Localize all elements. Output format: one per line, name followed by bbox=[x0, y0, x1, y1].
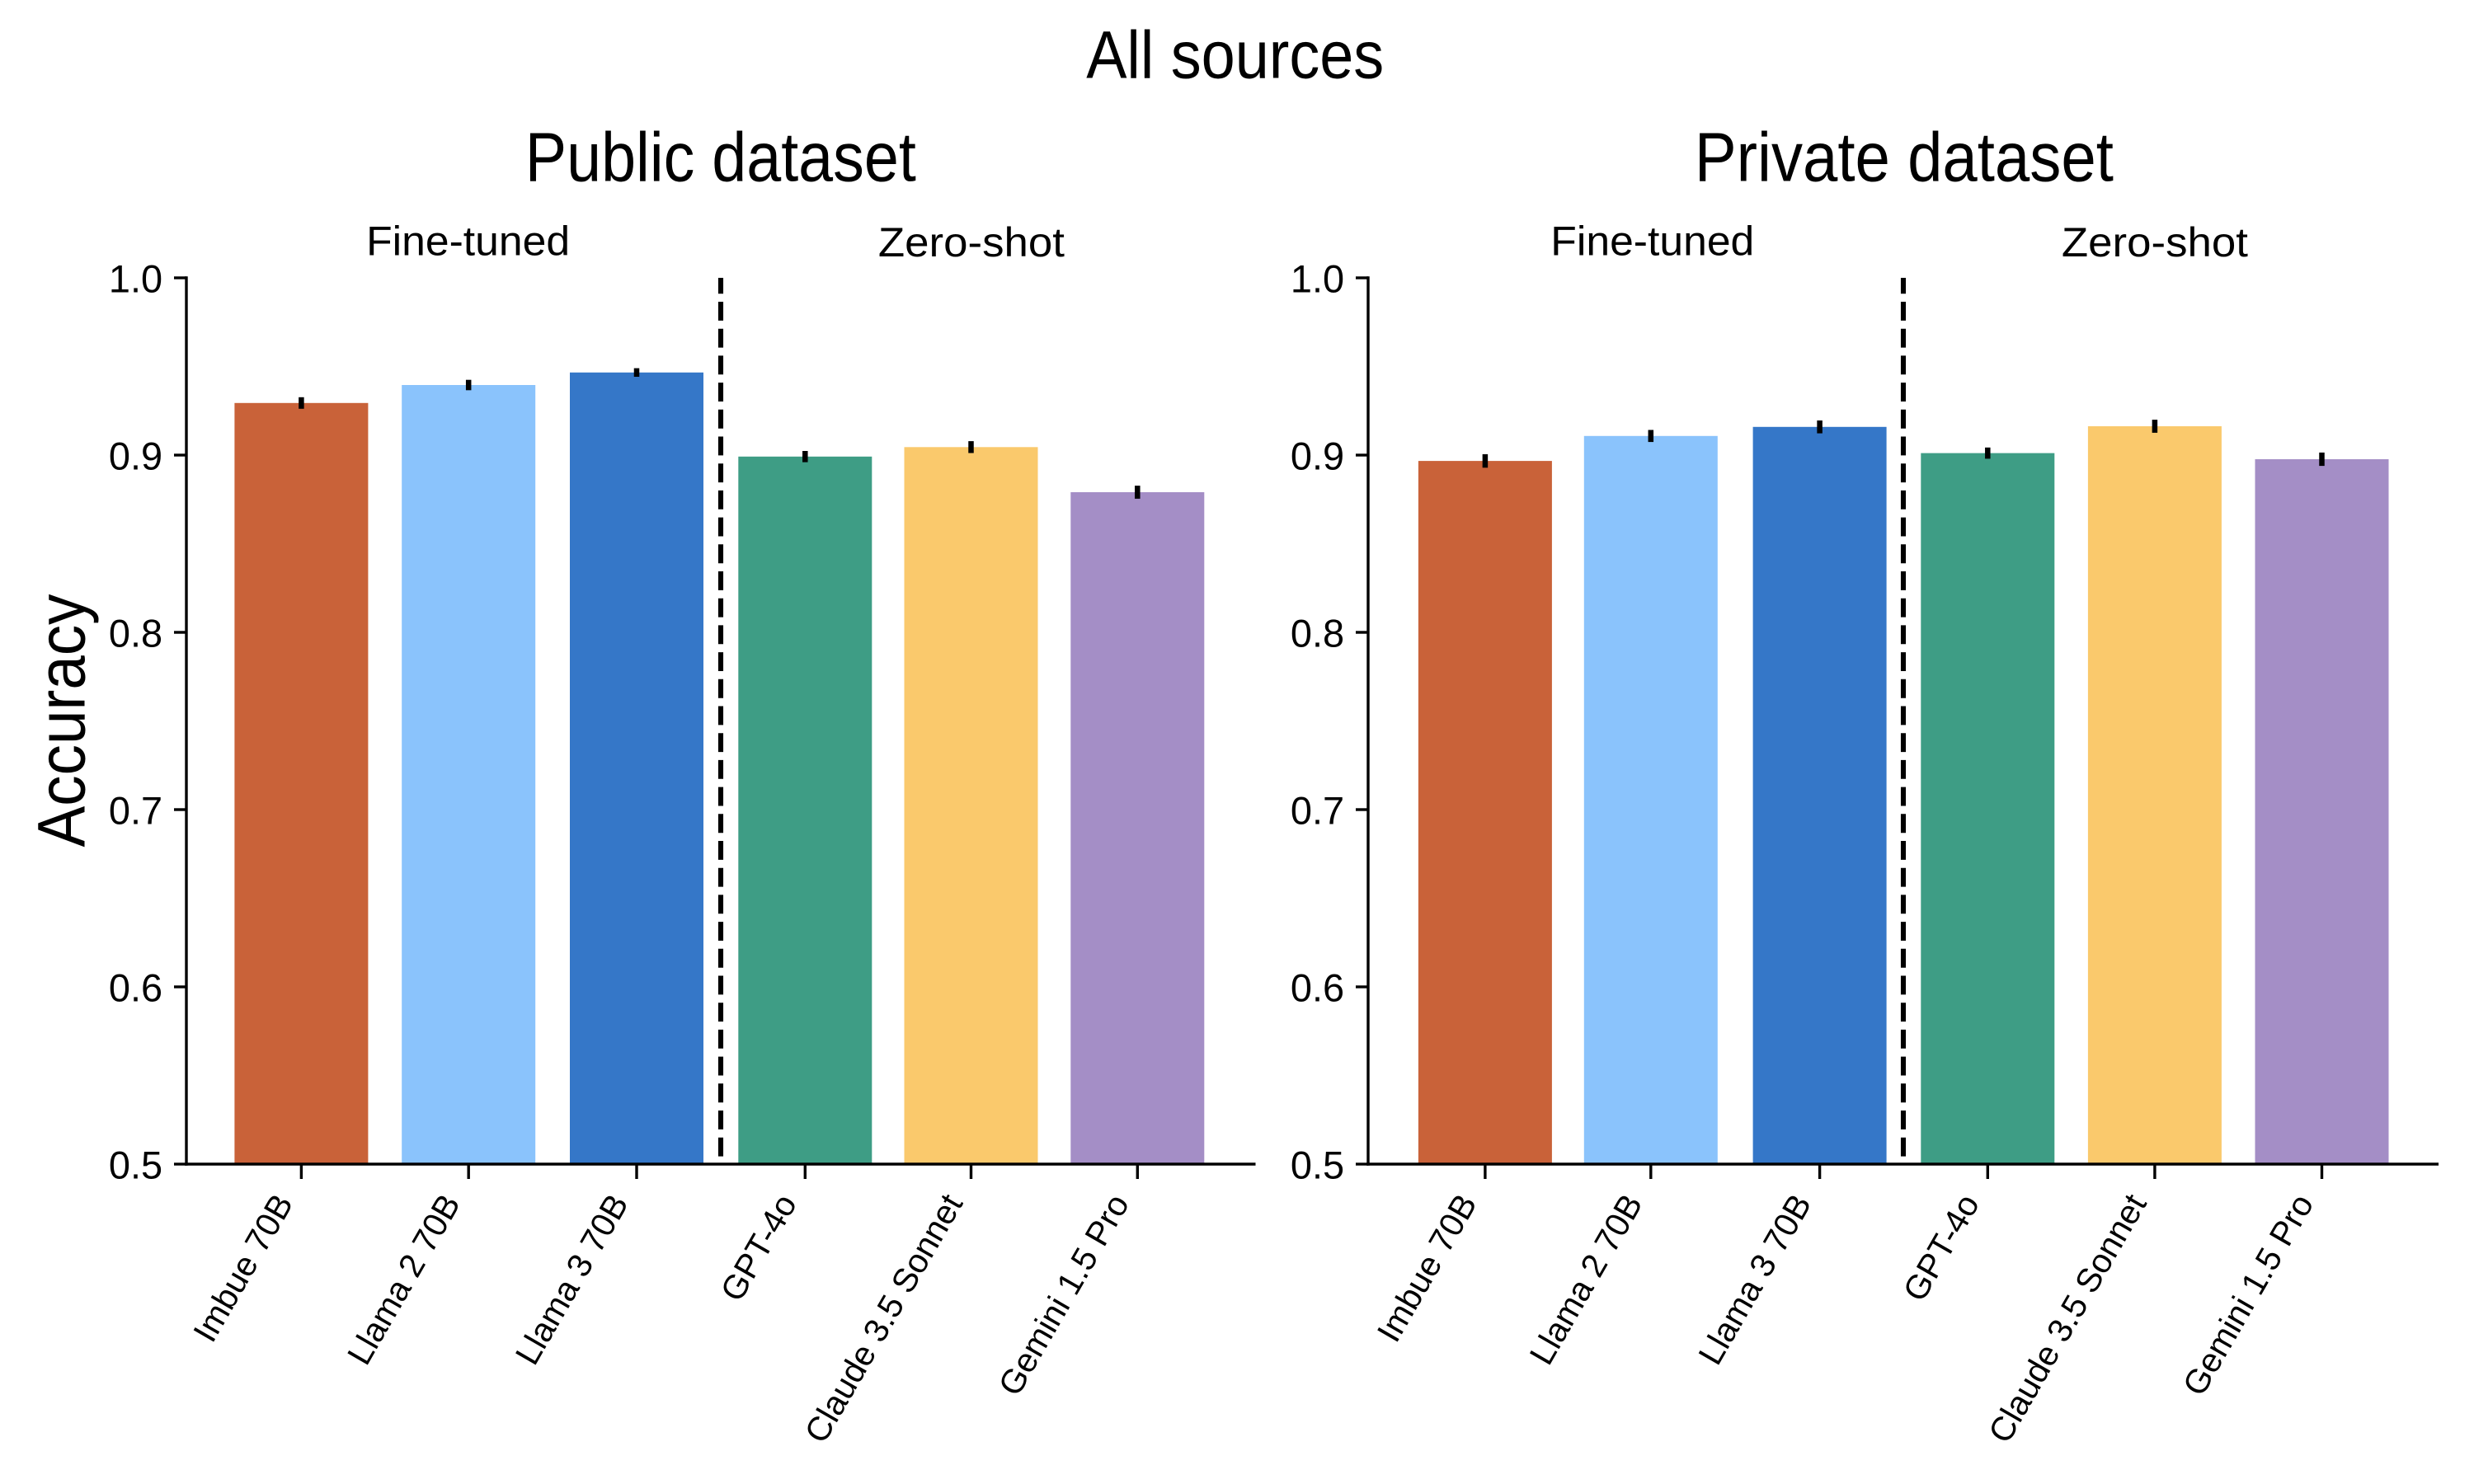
svg-text:Accuracy: Accuracy bbox=[24, 594, 99, 848]
svg-text:0.6: 0.6 bbox=[1291, 967, 1344, 1010]
svg-text:0.7: 0.7 bbox=[109, 790, 162, 833]
svg-text:1.0: 1.0 bbox=[109, 258, 162, 301]
svg-text:0.9: 0.9 bbox=[109, 435, 162, 478]
svg-text:Public dataset: Public dataset bbox=[525, 119, 916, 196]
svg-text:All sources: All sources bbox=[1086, 18, 1384, 93]
svg-text:Zero-shot: Zero-shot bbox=[2062, 219, 2248, 265]
svg-text:0.6: 0.6 bbox=[109, 967, 162, 1010]
svg-text:0.5: 0.5 bbox=[1291, 1144, 1344, 1187]
svg-text:1.0: 1.0 bbox=[1291, 258, 1344, 301]
svg-text:0.7: 0.7 bbox=[1291, 790, 1344, 833]
svg-text:Fine-tuned: Fine-tuned bbox=[366, 218, 570, 265]
svg-text:Private dataset: Private dataset bbox=[1695, 119, 2114, 196]
svg-text:0.8: 0.8 bbox=[1291, 613, 1344, 655]
svg-text:Fine-tuned: Fine-tuned bbox=[1550, 218, 1754, 265]
svg-text:Zero-shot: Zero-shot bbox=[878, 219, 1065, 265]
svg-text:0.8: 0.8 bbox=[109, 613, 162, 655]
svg-text:0.5: 0.5 bbox=[109, 1144, 162, 1187]
svg-text:0.9: 0.9 bbox=[1291, 435, 1344, 478]
